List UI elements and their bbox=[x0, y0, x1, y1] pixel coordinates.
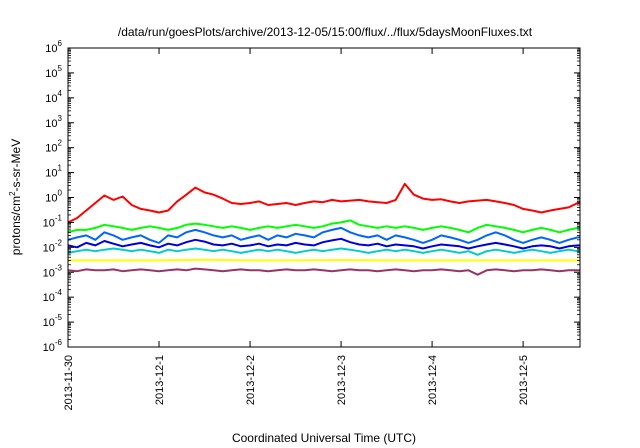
x-tick-label: 2013-12-3 bbox=[336, 355, 348, 405]
y-tick-label-exp: -1 bbox=[55, 213, 63, 222]
y-tick-label-base: 10 bbox=[45, 43, 57, 55]
y-axis-title-sup: 2 bbox=[8, 191, 17, 196]
chart-title: /data/run/goesPlots/archive/2013-12-05/1… bbox=[118, 25, 533, 39]
y-tick-label-base: 10 bbox=[43, 217, 55, 229]
y-tick-label-base: 10 bbox=[45, 143, 57, 155]
y-tick-label-base: 10 bbox=[45, 68, 57, 80]
series-group bbox=[67, 182, 580, 276]
series-line-4 bbox=[67, 226, 580, 244]
y-tick-label: 106 bbox=[45, 39, 62, 55]
x-axis-title: Coordinated Universal Time (UTC) bbox=[232, 431, 416, 445]
y-tick-label: 10-2 bbox=[43, 238, 63, 254]
y-tick-label: 102 bbox=[45, 139, 62, 155]
y-tick-label: 103 bbox=[45, 114, 62, 130]
y-tick-label: 10-4 bbox=[43, 288, 63, 304]
y-tick-label-base: 10 bbox=[43, 267, 55, 279]
x-tick-label: 2013-12-5 bbox=[518, 355, 530, 405]
x-axis-ticks: 2013-11-30 2013-12-1 2013-12-2 2013-12-3 201… bbox=[63, 48, 530, 410]
y-tick-label-base: 10 bbox=[45, 118, 57, 130]
series-line-7 bbox=[67, 267, 580, 276]
y-axis-title: protons/cm2-s-sr-MeV bbox=[8, 139, 23, 255]
series-line-6 bbox=[68, 258, 580, 262]
y-tick-label-base: 10 bbox=[45, 168, 57, 180]
y-tick-label-exp: -4 bbox=[55, 288, 63, 297]
x-tick-label: 2013-12-2 bbox=[245, 355, 257, 405]
y-tick-label-exp: 4 bbox=[58, 89, 63, 98]
y-tick-label-exp: 2 bbox=[58, 139, 63, 148]
y-tick-label: 104 bbox=[45, 89, 62, 105]
y-tick-label-exp: -2 bbox=[55, 238, 63, 247]
y-tick-label-base: 10 bbox=[43, 292, 55, 304]
y-tick-label: 100 bbox=[45, 189, 62, 205]
y-tick-label: 101 bbox=[45, 164, 62, 180]
y-axis-title-rest: -s-sr-MeV bbox=[9, 139, 23, 192]
y-tick-label: 10-3 bbox=[43, 263, 63, 279]
series-line-5 bbox=[67, 237, 580, 250]
y-tick-label-exp: 3 bbox=[58, 114, 63, 123]
y-axis-ticks: 10610510410310210110010-110-210-310-410-… bbox=[43, 39, 580, 354]
y-tick-label-exp: -3 bbox=[55, 263, 63, 272]
x-tick-label: 2013-12-1 bbox=[154, 355, 166, 405]
y-tick-label-exp: 0 bbox=[58, 189, 63, 198]
y-tick-label-base: 10 bbox=[43, 242, 55, 254]
y-tick-label: 10-1 bbox=[43, 213, 63, 229]
plot-frame bbox=[67, 47, 581, 348]
y-tick-label-exp: 1 bbox=[58, 164, 63, 173]
y-tick-label-exp: 5 bbox=[58, 64, 63, 73]
y-tick-label-base: 10 bbox=[45, 193, 57, 205]
y-tick-label-base: 10 bbox=[45, 93, 57, 105]
y-tick-label-exp: 6 bbox=[58, 39, 63, 48]
x-tick-label: 2013-12-4 bbox=[427, 355, 439, 405]
y-tick-label-base: 10 bbox=[43, 342, 55, 354]
series-line-3 bbox=[67, 247, 580, 256]
y-tick-label-exp: -5 bbox=[55, 313, 63, 322]
y-tick-label: 10-6 bbox=[43, 338, 63, 354]
y-tick-label: 105 bbox=[45, 64, 62, 80]
y-tick-label: 10-5 bbox=[43, 313, 63, 329]
y-axis-title-base: protons/cm bbox=[9, 196, 23, 255]
y-tick-label-exp: -6 bbox=[55, 338, 63, 347]
series-line-2 bbox=[67, 219, 580, 234]
x-tick-label: 2013-11-30 bbox=[63, 355, 75, 410]
series-line-1 bbox=[67, 182, 580, 224]
y-tick-label-base: 10 bbox=[43, 317, 55, 329]
